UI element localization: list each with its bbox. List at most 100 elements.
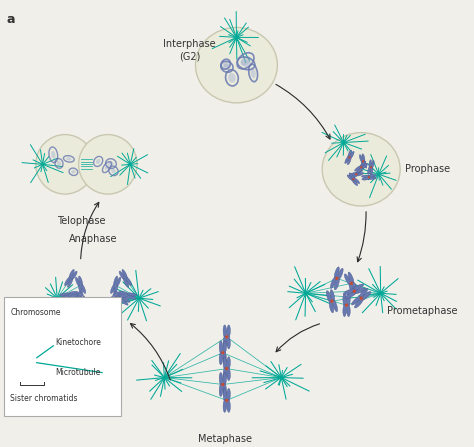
Ellipse shape (352, 179, 358, 186)
Text: Telophase: Telophase (57, 216, 106, 226)
Ellipse shape (223, 357, 227, 370)
Ellipse shape (348, 272, 354, 284)
Text: Chromosome: Chromosome (10, 308, 61, 317)
Ellipse shape (110, 296, 114, 306)
Ellipse shape (361, 291, 371, 300)
Ellipse shape (333, 300, 337, 312)
Ellipse shape (227, 357, 230, 370)
Ellipse shape (371, 160, 374, 168)
Ellipse shape (370, 166, 372, 169)
Ellipse shape (64, 277, 70, 286)
Ellipse shape (345, 304, 348, 307)
Ellipse shape (368, 166, 371, 174)
Ellipse shape (82, 296, 86, 306)
Ellipse shape (223, 325, 227, 338)
Ellipse shape (330, 290, 335, 302)
Ellipse shape (223, 367, 227, 380)
FancyArrowPatch shape (81, 202, 99, 259)
FancyArrowPatch shape (276, 324, 319, 352)
Ellipse shape (67, 278, 73, 287)
Ellipse shape (349, 283, 355, 295)
Ellipse shape (334, 278, 339, 290)
Ellipse shape (227, 336, 230, 349)
Ellipse shape (110, 284, 115, 294)
Ellipse shape (112, 304, 115, 315)
Ellipse shape (346, 304, 350, 316)
Ellipse shape (221, 351, 225, 354)
Ellipse shape (352, 178, 355, 180)
Ellipse shape (196, 27, 277, 103)
Ellipse shape (119, 271, 125, 280)
Ellipse shape (368, 174, 376, 177)
Ellipse shape (223, 341, 227, 354)
Ellipse shape (57, 161, 61, 166)
Ellipse shape (219, 372, 223, 386)
Ellipse shape (109, 304, 112, 314)
Ellipse shape (81, 284, 86, 294)
Ellipse shape (84, 304, 87, 314)
Ellipse shape (370, 167, 373, 175)
Ellipse shape (51, 151, 55, 159)
Ellipse shape (60, 293, 70, 296)
Ellipse shape (368, 177, 376, 179)
Ellipse shape (228, 73, 236, 83)
Ellipse shape (337, 268, 343, 280)
Ellipse shape (350, 175, 357, 178)
Text: Interphase
(G2): Interphase (G2) (164, 39, 216, 61)
Ellipse shape (80, 296, 83, 306)
Ellipse shape (71, 271, 77, 280)
Ellipse shape (352, 282, 358, 293)
Ellipse shape (343, 294, 346, 306)
Ellipse shape (68, 291, 78, 295)
Ellipse shape (126, 277, 132, 286)
Ellipse shape (343, 289, 355, 295)
Ellipse shape (116, 277, 121, 287)
Ellipse shape (127, 293, 137, 296)
Ellipse shape (26, 356, 32, 378)
Ellipse shape (114, 276, 118, 286)
Ellipse shape (350, 151, 354, 159)
Ellipse shape (343, 304, 346, 316)
Ellipse shape (359, 296, 363, 300)
Ellipse shape (118, 291, 128, 295)
Ellipse shape (354, 288, 365, 294)
Ellipse shape (334, 267, 339, 279)
Ellipse shape (356, 168, 363, 173)
Ellipse shape (223, 399, 227, 412)
Ellipse shape (66, 157, 72, 160)
Ellipse shape (354, 178, 360, 184)
Ellipse shape (359, 155, 363, 162)
Ellipse shape (75, 277, 80, 287)
Ellipse shape (227, 367, 230, 380)
Ellipse shape (68, 295, 78, 298)
Ellipse shape (75, 294, 83, 300)
Ellipse shape (223, 384, 227, 396)
Ellipse shape (369, 160, 372, 168)
Ellipse shape (223, 336, 227, 349)
Ellipse shape (223, 372, 227, 386)
Ellipse shape (335, 277, 338, 280)
Ellipse shape (124, 278, 129, 287)
Ellipse shape (71, 170, 75, 173)
Text: Metaphase: Metaphase (198, 434, 252, 444)
Text: Prometaphase: Prometaphase (387, 306, 458, 316)
Ellipse shape (79, 135, 137, 194)
Ellipse shape (227, 325, 230, 338)
Ellipse shape (60, 296, 70, 299)
Ellipse shape (360, 161, 366, 167)
Ellipse shape (348, 156, 351, 159)
Ellipse shape (221, 383, 225, 386)
Ellipse shape (120, 299, 128, 305)
Ellipse shape (32, 356, 38, 378)
FancyArrowPatch shape (357, 212, 366, 262)
Ellipse shape (368, 176, 370, 178)
Ellipse shape (105, 164, 109, 170)
Ellipse shape (355, 166, 361, 171)
Ellipse shape (350, 282, 353, 285)
Text: Prophase: Prophase (405, 164, 450, 174)
Ellipse shape (115, 291, 123, 298)
Ellipse shape (223, 61, 228, 67)
Ellipse shape (69, 270, 74, 278)
Ellipse shape (96, 159, 100, 164)
Ellipse shape (362, 160, 364, 163)
